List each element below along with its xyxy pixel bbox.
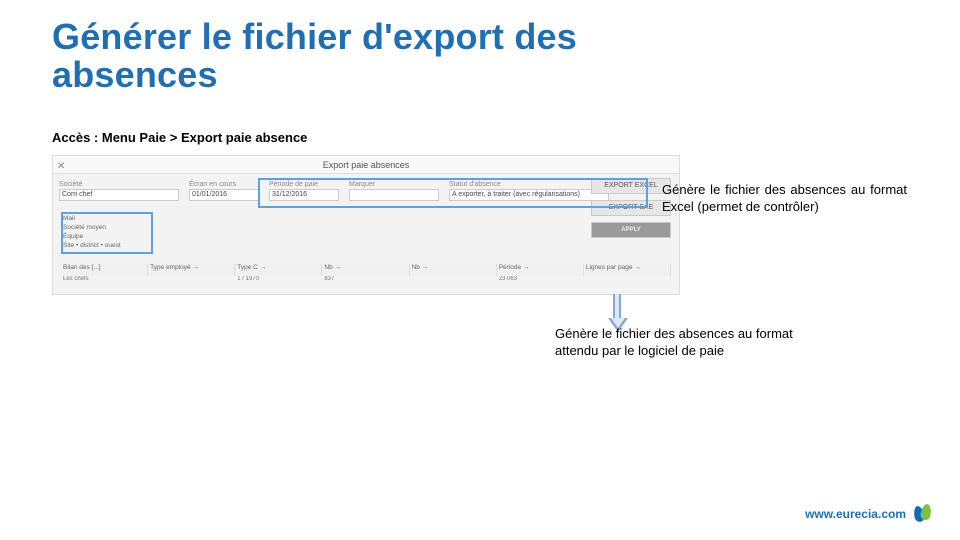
col-type[interactable]: Type employé → — [148, 264, 235, 276]
footer-url[interactable]: www.eurecia.com — [805, 507, 906, 521]
highlight-box-sidebar — [61, 212, 153, 254]
col-nb[interactable]: Nb → — [322, 264, 409, 276]
table-row: Les chefs 1 / 1970 837 23 063 — [61, 276, 671, 288]
highlight-box-filters — [258, 178, 648, 208]
access-path: Accès : Menu Paie > Export paie absence — [52, 130, 908, 145]
col-typec[interactable]: Type C → — [235, 264, 322, 276]
screenshot-title-bar: ✕ Export paie absences — [53, 156, 679, 174]
eurecia-logo-icon — [914, 504, 932, 524]
date-from-input[interactable]: 01/01/2016 — [189, 189, 259, 201]
col-periode[interactable]: Période → — [497, 264, 584, 276]
cell — [148, 276, 235, 288]
col-nb2[interactable]: Nb → — [410, 264, 497, 276]
col-bilan[interactable]: Bilan des [...] — [61, 264, 148, 276]
col-line[interactable]: Lignes par page → — [584, 264, 671, 276]
app-screenshot: ✕ Export paie absences Société Corri che… — [52, 155, 680, 295]
table-header: Bilan des [...] Type employé → Type C → … — [61, 264, 671, 276]
callout-excel: Génère le fichier des absences au format… — [662, 182, 907, 216]
slide: Générer le fichier d'export des absences… — [0, 0, 960, 540]
apply-button[interactable]: APPLY — [591, 222, 671, 238]
screenshot-title: Export paie absences — [323, 160, 410, 170]
cell — [410, 276, 497, 288]
societe-select[interactable]: Corri chef — [59, 189, 179, 201]
cell: 1 / 1970 — [235, 276, 322, 288]
page-title: Générer le fichier d'export des absences — [52, 18, 908, 94]
close-icon[interactable]: ✕ — [57, 158, 65, 176]
cell: 23 063 — [497, 276, 584, 288]
cell — [584, 276, 671, 288]
cell: Les chefs — [61, 276, 148, 288]
title-line-2: absences — [52, 54, 218, 95]
callout-payroll-format: Génère le fichier des absences au format… — [555, 326, 825, 360]
cell: 837 — [322, 276, 409, 288]
societe-label: Société — [59, 181, 179, 188]
ecran-label: Écran en cours — [189, 181, 259, 188]
title-line-1: Générer le fichier d'export des — [52, 16, 577, 57]
footer: www.eurecia.com — [805, 504, 932, 524]
